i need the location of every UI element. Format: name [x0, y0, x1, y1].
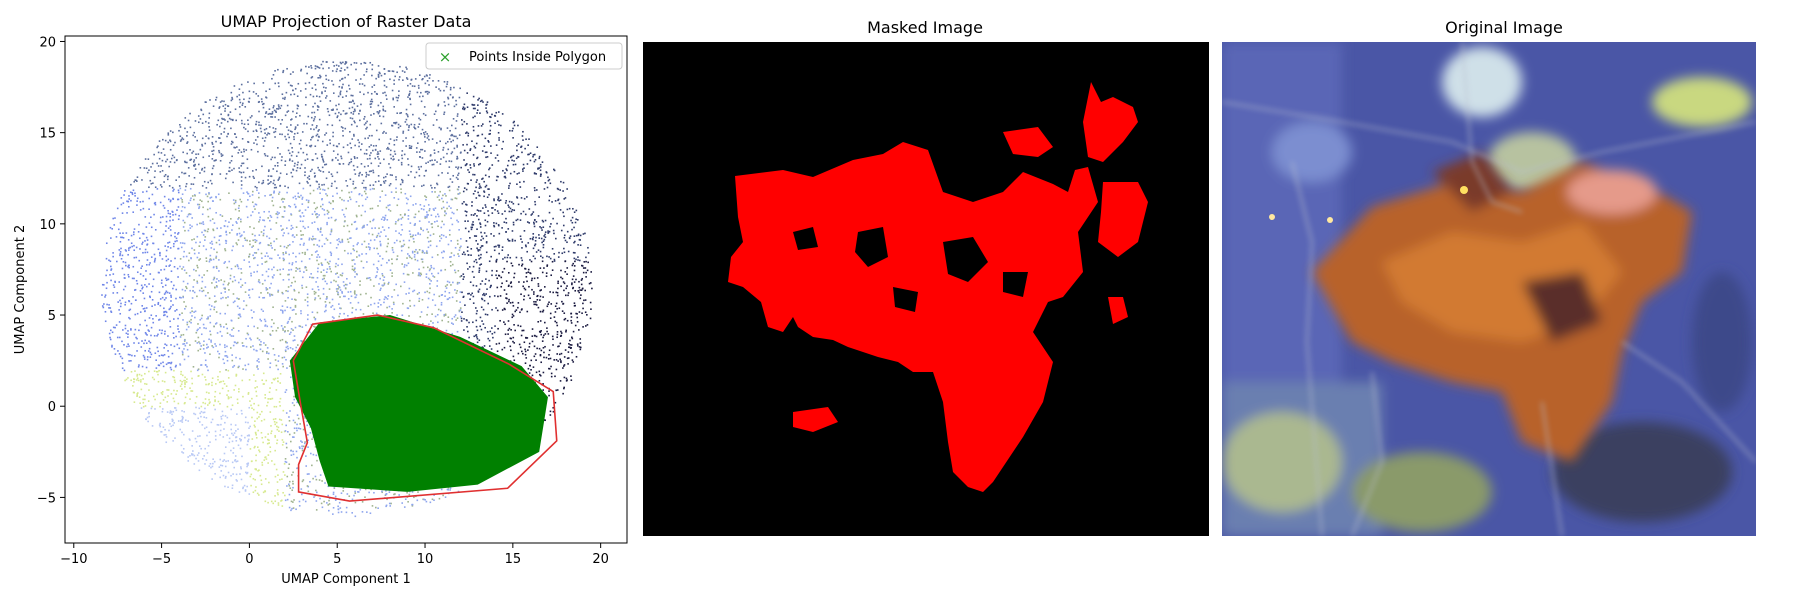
selection-polygon — [292, 314, 558, 502]
original-image — [1222, 42, 1756, 536]
umap-chart: −10 −5 0 5 10 15 20 −5 0 5 10 15 20 UMAP Component 1 U… — [13, 35, 628, 587]
original-title: Original Image — [1445, 18, 1563, 37]
x-tick-label: −10 — [60, 552, 87, 567]
y-tick-label: 10 — [39, 218, 56, 233]
x-tick-label: 15 — [505, 552, 522, 567]
plot-frame — [64, 35, 628, 544]
x-axis-label: UMAP Component 1 — [281, 572, 410, 587]
y-tick-label: 0 — [48, 400, 56, 415]
x-tick-label: −5 — [152, 552, 171, 567]
x-tick-label: 20 — [592, 552, 609, 567]
y-tick-label: 15 — [39, 127, 56, 142]
x-tick-label: 5 — [333, 552, 341, 567]
x-tick-label: 10 — [417, 552, 434, 567]
x-tick-label: 0 — [245, 552, 253, 567]
masked-panel: Masked Image — [640, 0, 1220, 600]
y-tick-label: 5 — [48, 309, 56, 324]
umap-panel: UMAP Projection of Raster Data −10 −5 0 5 10… — [0, 0, 640, 600]
masked-image — [643, 42, 1209, 536]
masked-title: Masked Image — [867, 18, 983, 37]
legend-label: Points Inside Polygon — [469, 50, 606, 65]
original-panel: Original Image — [1220, 0, 1800, 600]
y-axis-label: UMAP Component 2 — [13, 225, 28, 354]
legend: × Points Inside Polygon — [425, 42, 623, 70]
umap-title: UMAP Projection of Raster Data — [220, 12, 472, 31]
background-point-cloud — [101, 60, 593, 518]
y-tick-label: −5 — [37, 491, 56, 506]
legend-marker: × — [439, 48, 452, 66]
points-inside-polygon — [289, 315, 548, 492]
y-tick-label: 20 — [39, 35, 56, 50]
legend-box — [425, 42, 623, 70]
